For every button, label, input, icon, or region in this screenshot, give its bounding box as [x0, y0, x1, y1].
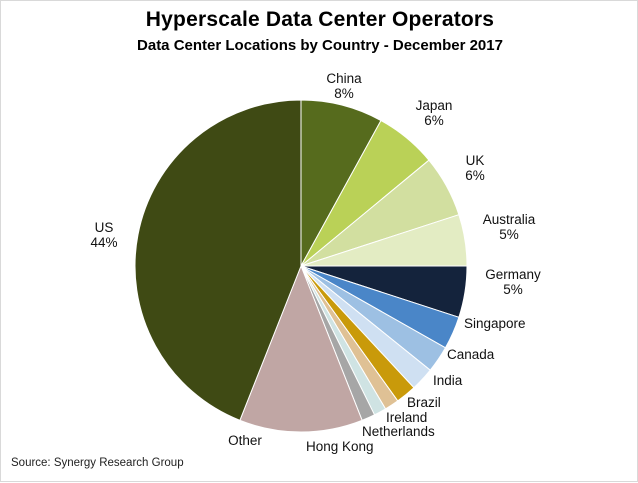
pie-label-china-name: China [326, 71, 362, 86]
pie-label-other: Other [214, 433, 276, 448]
pie-label-japan-pct: 6% [424, 113, 444, 128]
pie-label-uk-pct: 6% [465, 168, 485, 183]
pie-label-canada: Canada [447, 347, 494, 362]
pie-label-singapore: Singapore [464, 316, 526, 331]
pie-label-india: India [433, 373, 462, 388]
pie-label-germany-name: Germany [485, 267, 541, 282]
chart-subtitle: Data Center Locations by Country - Decem… [137, 37, 503, 54]
pie-label-other-name: Other [228, 433, 262, 448]
pie-label-us-name: US [94, 220, 114, 235]
pie-label-australia-pct: 5% [499, 227, 519, 242]
pie-label-brazil-name: Brazil [407, 395, 441, 410]
pie-label-hong-kong-name: Hong Kong [306, 439, 374, 454]
pie-label-netherlands: Netherlands [362, 424, 435, 439]
pie-label-ireland: Ireland [386, 410, 427, 425]
chart-title: Hyperscale Data Center Operators [145, 8, 495, 31]
pie-label-ireland-name: Ireland [386, 410, 428, 425]
pie-label-china-pct: 8% [334, 86, 354, 101]
pie-label-australia: Australia 5% [467, 212, 551, 242]
pie-label-japan: Japan 6% [397, 98, 471, 128]
pie-label-netherlands-name: Netherlands [362, 424, 435, 439]
pie-label-singapore-name: Singapore [464, 316, 526, 331]
pie-label-australia-name: Australia [482, 212, 536, 227]
pie-label-us-pct: 44% [90, 235, 118, 250]
pie-label-china: China 8% [306, 71, 382, 101]
pie-label-germany: Germany 5% [471, 267, 555, 297]
pie-label-germany-pct: 5% [503, 282, 523, 297]
pie-label-uk: UK 6% [449, 153, 501, 183]
pie-label-india-name: India [433, 373, 463, 388]
source-note: Source: Synergy Research Group [11, 457, 184, 469]
pie-label-canada-name: Canada [447, 347, 495, 362]
pie-label-uk-name: UK [465, 153, 485, 168]
pie-label-hong-kong: Hong Kong [306, 439, 374, 454]
pie-slice-other[interactable] [239, 264, 363, 433]
pie-slice-us[interactable] [134, 99, 302, 421]
pie-label-japan-name: Japan [415, 98, 453, 113]
pie-label-brazil: Brazil [407, 395, 441, 410]
pie-label-us: US 44% [73, 220, 135, 250]
